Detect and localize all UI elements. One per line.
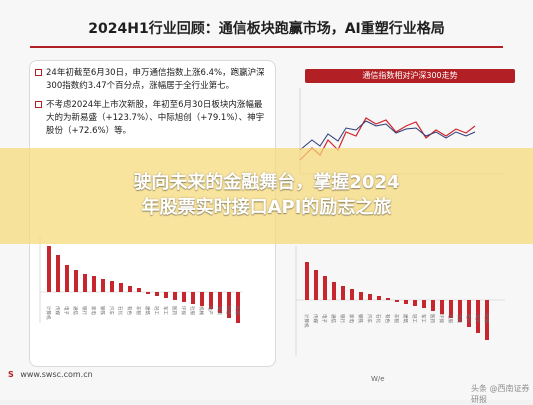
svg-text:社服: 社服 <box>189 306 196 315</box>
chart-title-badge: 通信指数相对沪深300走势 <box>305 69 515 83</box>
svg-text:石化: 石化 <box>117 306 124 315</box>
bullet-text: 不考虑2024年上市次新股，年初至6月30日板块内涨幅最大的为新易盛（+123.… <box>46 100 265 136</box>
svg-text:非银: 非银 <box>135 306 142 315</box>
svg-text:医药: 医药 <box>171 306 178 315</box>
svg-text:机械: 机械 <box>456 314 463 323</box>
title-divider <box>30 46 503 48</box>
svg-text:电子: 电子 <box>63 306 70 315</box>
svg-text:石化: 石化 <box>375 314 382 323</box>
promo-headline: 驶向未来的金融舞台，掌握2024 年股票实时接口API的励志之旅 <box>0 170 533 220</box>
bullet-item: 24年初截至6月30日，申万通信指数上涨6.4%，跑赢沪深300指数约3.47个… <box>35 67 270 93</box>
svg-text:通信: 通信 <box>72 306 79 315</box>
brand-logo-icon: S <box>8 370 14 379</box>
svg-text:汽车: 汽车 <box>366 314 373 323</box>
svg-text:环保: 环保 <box>438 314 445 323</box>
svg-text:电子: 电子 <box>321 314 328 323</box>
svg-text:军工: 军工 <box>162 306 168 315</box>
svg-text:轻工: 轻工 <box>153 306 160 315</box>
watermark-text: 头条 @西南证券研报 <box>471 384 530 404</box>
svg-text:计算机: 计算机 <box>45 306 52 320</box>
svg-text:军工: 军工 <box>420 314 426 323</box>
svg-text:综合: 综合 <box>225 306 232 315</box>
footer-brand: S www.swsc.com.cn <box>8 370 93 379</box>
slide-title: 2024H1行业回顾：通信板块跑赢市场，AI重塑行业格局 <box>88 21 445 37</box>
svg-text:地产: 地产 <box>207 306 214 315</box>
svg-text:商贸: 商贸 <box>216 306 223 315</box>
bar-series-right <box>305 262 489 340</box>
svg-text:机械: 机械 <box>198 306 205 315</box>
svg-text:社服: 社服 <box>447 314 454 323</box>
svg-text:非银: 非银 <box>393 314 400 323</box>
promo-overlay <box>0 148 533 244</box>
svg-text:钢铁: 钢铁 <box>99 306 106 315</box>
svg-text:传媒: 传媒 <box>54 306 61 315</box>
svg-text:建筑: 建筑 <box>402 314 409 323</box>
svg-text:家电: 家电 <box>348 314 355 323</box>
svg-text:传媒: 传媒 <box>312 314 319 323</box>
svg-text:有色: 有色 <box>384 314 391 323</box>
line-series-telecom <box>299 117 476 161</box>
svg-text:计算机: 计算机 <box>303 314 310 328</box>
promo-line-1: 驶向未来的金融舞台，掌握2024 <box>133 172 400 193</box>
line-series-index <box>299 120 476 151</box>
svg-text:轻工: 轻工 <box>411 314 418 323</box>
checkbox-icon <box>35 69 42 76</box>
bar-series-left <box>47 246 240 323</box>
bullet-list: 24年初截至6月30日，申万通信指数上涨6.4%，跑赢沪深300指数约3.47个… <box>35 67 270 144</box>
svg-text:汽车: 汽车 <box>108 306 115 315</box>
svg-text:有色: 有色 <box>126 306 133 315</box>
bullet-item: 不考虑2024年上市次新股，年初至6月30日板块内涨幅最大的为新易盛（+123.… <box>35 99 270 138</box>
svg-text:钢铁: 钢铁 <box>357 314 364 323</box>
footer-url: www.swsc.com.cn <box>20 370 93 379</box>
svg-text:地产: 地产 <box>465 314 472 323</box>
svg-text:环保: 环保 <box>180 306 187 315</box>
bullet-text: 24年初截至6月30日，申万通信指数上涨6.4%，跑赢沪深300指数约3.47个… <box>46 68 265 91</box>
svg-text:银行: 银行 <box>339 314 346 323</box>
svg-text:通信: 通信 <box>330 314 337 323</box>
svg-text:医药: 医药 <box>429 314 436 323</box>
svg-text:纺服: 纺服 <box>483 314 490 323</box>
svg-text:建筑: 建筑 <box>144 306 151 315</box>
svg-text:银行: 银行 <box>81 306 88 315</box>
svg-text:商贸: 商贸 <box>474 314 481 323</box>
svg-text:纺服: 纺服 <box>234 306 241 315</box>
page-number: W/e <box>371 375 385 383</box>
checkbox-icon <box>35 101 42 108</box>
promo-line-2: 年股票实时接口API的励志之旅 <box>141 197 392 218</box>
svg-text:家电: 家电 <box>90 306 97 315</box>
